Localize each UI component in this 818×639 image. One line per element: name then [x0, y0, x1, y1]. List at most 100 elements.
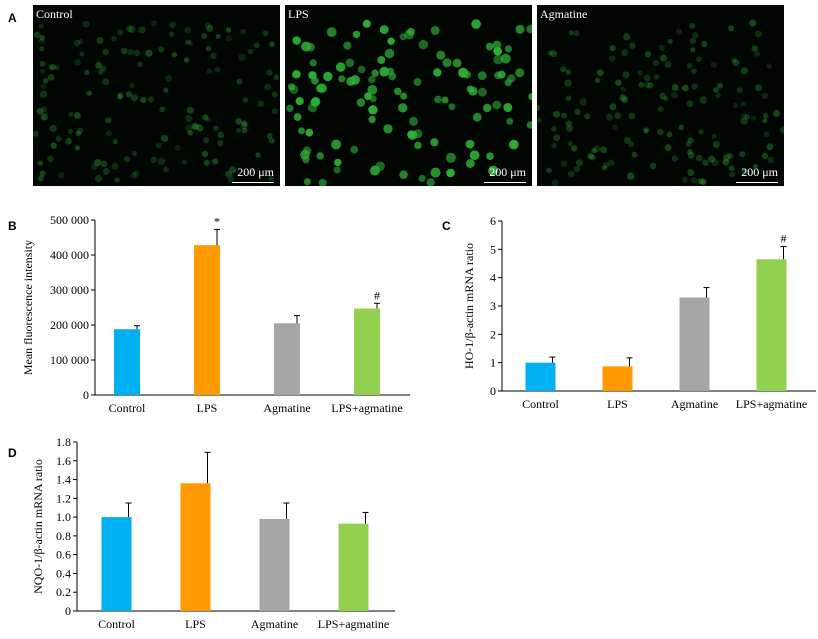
micrograph-lps: LPS 200 μm: [285, 5, 532, 186]
cell-dot: [317, 83, 327, 93]
bar: [338, 523, 369, 611]
cell-dot: [273, 74, 279, 80]
cell-dot: [384, 48, 395, 59]
x-tick-label: Agmatine: [263, 401, 310, 415]
cell-dot: [271, 91, 278, 98]
cell-dot: [681, 84, 689, 92]
y-axis-label: Mean fluorescence intensity: [21, 240, 35, 375]
cell-dot: [692, 32, 699, 39]
micrograph-cells-lps: [286, 19, 532, 186]
cell-dot: [697, 178, 704, 185]
scale-bar-agmatine: [736, 182, 778, 183]
cell-dot: [740, 101, 747, 107]
cell-dot: [302, 146, 312, 155]
cell-dot: [192, 123, 199, 130]
y-tick-label: 5: [490, 242, 496, 256]
bar: [259, 518, 290, 611]
cell-dot: [105, 130, 112, 137]
cell-dot: [79, 51, 85, 57]
cell-dot: [729, 171, 736, 178]
cell-dot: [40, 68, 46, 74]
micrograph-cells-agmatine: [537, 19, 784, 186]
chart-ho1-ratio: 0 1 2 3 4 5 6 HO-1/β-actin mRNA ratio Control LPS…: [462, 214, 816, 411]
cell-dot: [675, 28, 683, 35]
y-tick-label: 0.8: [56, 529, 71, 543]
cell-dot: [568, 30, 574, 36]
cell-dot: [94, 159, 102, 167]
cell-dot: [74, 59, 81, 66]
cell-dot: [615, 79, 622, 86]
y-tick-label: 0: [490, 384, 496, 398]
cell-dot: [763, 131, 770, 138]
cell-dot: [145, 49, 153, 57]
cell-dot: [362, 19, 371, 28]
cell-dot: [584, 113, 591, 120]
cell-dot: [652, 59, 660, 67]
cell-dot: [587, 153, 594, 160]
cell-dot: [39, 46, 45, 52]
bar: [602, 366, 633, 391]
scale-label-lps: 200 μm: [489, 165, 526, 179]
cell-dot: [574, 165, 581, 173]
cell-dot: [574, 108, 581, 116]
y-tick-label: 3: [490, 299, 496, 313]
cell-dot: [494, 71, 502, 80]
cell-dot: [182, 159, 188, 165]
cell-dot: [547, 50, 553, 56]
cell-dot: [78, 39, 84, 45]
x-tick-label: Control: [98, 617, 135, 631]
bar: [525, 362, 556, 391]
cell-dot: [87, 90, 93, 96]
cell-dot: [596, 69, 604, 76]
y-tick-label: 2: [490, 327, 496, 341]
cell-dot: [38, 23, 44, 29]
cell-dot: [671, 91, 678, 99]
cell-dot: [55, 135, 62, 142]
cell-dot: [657, 128, 664, 136]
cell-dot: [268, 137, 275, 144]
cell-dot: [526, 24, 532, 34]
cell-dot: [138, 26, 146, 34]
cell-dot: [247, 48, 254, 55]
cell-dot: [111, 35, 117, 42]
cell-dot: [174, 144, 181, 151]
cell-dot: [185, 39, 191, 45]
cell-dot: [241, 120, 248, 127]
cell-dot: [54, 65, 60, 71]
cell-dot: [40, 113, 48, 121]
cell-dot: [472, 112, 482, 122]
cell-dot: [622, 71, 630, 79]
cell-dot: [700, 179, 707, 185]
cell-dot: [565, 95, 572, 101]
y-tick-label: 1.2: [56, 491, 71, 505]
cell-dot: [140, 97, 147, 104]
cell-dot: [739, 151, 746, 158]
cell-dot: [227, 176, 234, 183]
cell-dot: [687, 169, 695, 177]
cell-dot: [659, 44, 666, 51]
cell-dot: [345, 58, 355, 68]
cell-dot: [215, 33, 221, 40]
cell-dot: [379, 66, 390, 77]
cell-cluster: [286, 19, 532, 186]
cell-dot: [458, 67, 469, 78]
y-tick-label: 400 000: [50, 248, 89, 262]
cell-dot: [255, 152, 261, 158]
cell-dot: [418, 39, 429, 50]
cell-dot: [689, 37, 697, 45]
cell-dot: [117, 29, 124, 36]
cell-dot: [229, 166, 237, 174]
cell-dot: [47, 74, 55, 81]
cell-dot: [549, 50, 558, 58]
cell-dot: [492, 100, 502, 110]
cell-dot: [185, 114, 193, 123]
cell-dot: [37, 160, 43, 166]
cell-dot: [575, 159, 583, 167]
cell-dot: [723, 153, 731, 162]
cell-dot: [728, 25, 735, 32]
cell-dot: [627, 172, 635, 180]
cell-dot: [151, 20, 158, 27]
cell-dot: [266, 133, 273, 139]
cell-dot: [551, 179, 559, 186]
cell-dot: [318, 178, 327, 186]
